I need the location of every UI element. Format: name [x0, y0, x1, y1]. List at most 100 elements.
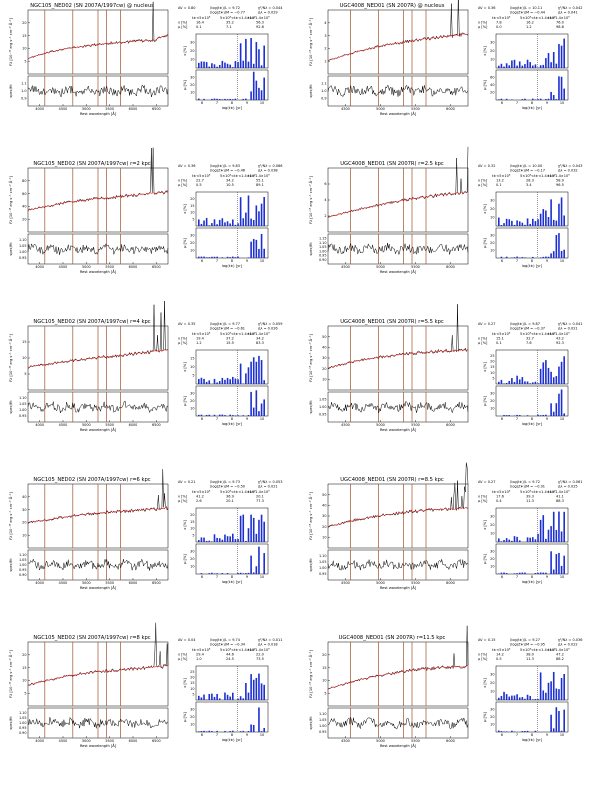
x-histogram-bar: [526, 694, 529, 700]
x-histogram-bar: [534, 381, 537, 384]
model-spectrum-line: [27, 665, 169, 686]
x-histogram-bar: [252, 679, 255, 700]
x-histogram-bar: [516, 220, 518, 226]
mu-histogram-bar: [539, 257, 542, 258]
x-histogram-bar: [508, 539, 511, 542]
x-histogram-bar: [255, 42, 258, 68]
ratio-tick-label: 1.15: [319, 236, 327, 240]
mu-fraction-value: 2.6: [196, 499, 202, 503]
x-histogram-bar: [198, 378, 200, 384]
flux-axis-label: Fλ [10⁻¹⁶ erg s⁻¹ cm⁻² Å⁻¹]: [308, 176, 313, 224]
x-fraction-value: 7.8: [496, 21, 502, 25]
mu-histogram-bar: [560, 730, 563, 732]
ratio-tick-label: 0.95: [19, 256, 27, 260]
mu-histogram-bar: [237, 256, 239, 258]
age-tick-label: 10: [260, 575, 264, 579]
mu-histogram-bar: [200, 573, 203, 574]
mu-fraction-value: 92.3: [556, 341, 564, 345]
mean-log-z: ⟨log(Z∗)⟩M = −0.37: [510, 327, 545, 331]
ratio-axes-frame: [327, 707, 469, 739]
mu-histogram-frame: [495, 227, 569, 259]
panel-2: NGC105_NED02 (SN 2007A/1997cw) r=2 kpc 20…: [8, 147, 282, 274]
age-tick-label: 9: [546, 417, 548, 421]
wave-axis-label: Rest wavelength [Å]: [80, 743, 117, 748]
x-histogram-bar: [258, 673, 260, 700]
chi2-value: χ²/Nλ = 0.066: [258, 164, 282, 168]
x-histogram-bar: [250, 38, 252, 68]
flux-tick-label: 30: [322, 514, 326, 518]
mu-histogram-bar: [558, 552, 560, 574]
x-histogram-bar: [560, 531, 563, 542]
mu-tick-label: 10: [190, 249, 194, 253]
age-bin-label: t∗<5×10⁸: [192, 648, 211, 652]
x-histogram-bar: [237, 379, 239, 384]
x-histogram-bar: [247, 692, 250, 700]
x-histogram-bar: [213, 378, 216, 384]
wave-axis-label: Rest wavelength [Å]: [380, 585, 417, 590]
observed-spectrum-line: [27, 469, 169, 524]
age-tick-label: 10: [560, 575, 564, 579]
mu-histogram-bar: [550, 551, 552, 574]
mu-tick-label: 10: [190, 723, 194, 727]
x-histogram-bar: [260, 203, 263, 226]
x-histogram-bar: [529, 223, 531, 226]
mu-axis-label: μ [%]: [183, 396, 187, 406]
x-histogram-bar: [552, 671, 555, 700]
x-histogram-bar: [547, 216, 550, 226]
x-tick-label: 5: [192, 217, 194, 221]
x-histogram-bar: [213, 64, 216, 68]
age-tick-label: 8: [231, 259, 233, 263]
x-histogram-bar: [537, 67, 539, 68]
mu-fraction-value: 73.5: [256, 657, 264, 661]
x-axis-label: x [%]: [483, 362, 487, 372]
mu-histogram-bar: [203, 256, 205, 258]
x-tick-label: 20: [490, 360, 494, 364]
x-histogram-bar: [503, 66, 505, 68]
mu-row-label: μ [%]: [478, 25, 488, 29]
mu-histogram-bar: [542, 414, 545, 416]
x-histogram-bar: [513, 536, 516, 542]
age-bin-label: t∗>1.4×10⁹: [248, 490, 270, 494]
wave-axis-label: Rest wavelength [Å]: [80, 269, 117, 274]
age-tick-label: 8: [531, 417, 533, 421]
mu-histogram-bar: [224, 98, 226, 100]
wave-tick-label: 6500: [152, 739, 161, 743]
flux-tick-label: 15: [22, 666, 26, 670]
mu-histogram-bar: [229, 731, 231, 732]
age-bin-label: t∗>1.4×10⁹: [248, 174, 270, 178]
mu-histogram-frame: [495, 69, 569, 101]
mu-histogram-bar: [263, 77, 265, 100]
flux-axis-label: Fλ [10⁻¹⁶ erg s⁻¹ cm⁻² Å⁻¹]: [308, 492, 313, 540]
x-row-label: x [%]: [478, 653, 488, 657]
mu-histogram-bar: [232, 99, 234, 100]
mu-fraction-value: 88.2: [556, 657, 564, 661]
mean-log-age: ⟨log(t∗)⟩L = 9.83: [210, 164, 240, 168]
x-axis-label: x [%]: [183, 204, 187, 214]
model-spectrum-line: [327, 348, 469, 369]
x-histogram-bar: [558, 689, 560, 700]
chi2-value: χ²/Nλ = 0.042: [558, 6, 582, 10]
mu-histogram-bar: [211, 256, 213, 258]
ratio-residual-line: [27, 558, 169, 571]
x-histogram-bar: [526, 218, 529, 226]
mu-histogram-bar: [208, 730, 211, 732]
x-histogram-bar: [552, 377, 555, 384]
wave-tick-label: 4000: [35, 107, 44, 111]
mu-histogram-bar: [239, 731, 242, 732]
mu-fraction-value: 96.5: [556, 183, 564, 187]
mu-histogram-bar: [250, 241, 252, 258]
ratio-axis-label: spec/fit: [9, 84, 13, 98]
x-histogram-bar: [239, 43, 242, 68]
age-bin-label: t∗>1.4×10⁹: [548, 648, 570, 652]
age-tick-label: 9: [546, 575, 548, 579]
wave-tick-label: 4500: [341, 423, 350, 427]
ratio-tick-label: 1.0: [21, 89, 26, 93]
wave-tick-label: 4500: [341, 107, 350, 111]
mu-histogram-bar: [229, 98, 231, 100]
mu-histogram-bar: [518, 257, 521, 258]
mu-histogram-bar: [537, 572, 539, 574]
x-histogram-bar: [205, 62, 208, 68]
mu-histogram-bar: [563, 555, 565, 574]
x-tick-label: 10: [490, 371, 494, 375]
chi2-value: χ²/Nλ = 0.053: [258, 480, 282, 484]
